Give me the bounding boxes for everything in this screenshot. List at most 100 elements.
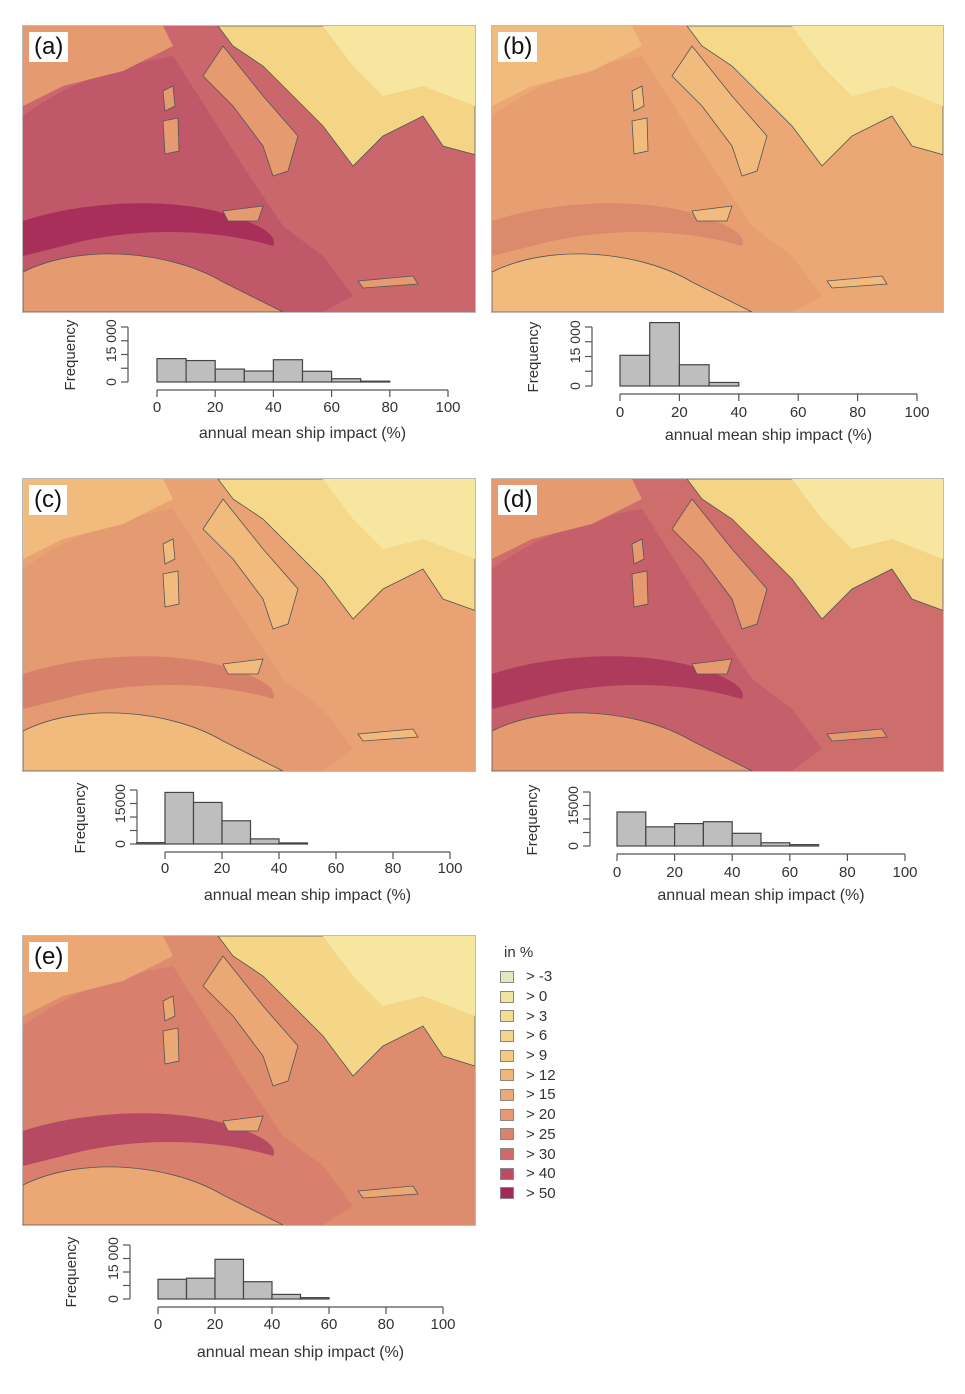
x-tick-label: 0 [613,864,621,881]
x-tick-label: 60 [790,404,807,421]
histogram-bar [185,1277,216,1300]
land-africa [23,253,284,312]
histogram-bar [678,364,710,387]
histogram-bar [702,821,733,847]
x-axis-label: annual mean ship impact (%) [657,887,864,904]
land-italy [202,498,299,630]
land-inland [323,479,475,559]
legend-item: > 30 [500,1144,556,1164]
y-tick-label: 0 [565,842,581,850]
shipping-lane [23,656,274,709]
land-africa [23,1166,284,1225]
islands-corsica-sardinia [162,995,180,1065]
legend-swatch [500,1029,514,1042]
histogram-bar [135,842,166,845]
x-tick-label: 20 [671,404,688,421]
legend-swatch [500,1088,514,1101]
histogram-bar [156,358,187,383]
legend-item: > 3 [500,1006,556,1026]
legend-label: > -3 [526,968,553,986]
x-axis-label: annual mean ship impact (%) [204,887,411,904]
island-crete [357,1185,419,1199]
histogram-bar [185,359,216,383]
islands-corsica-sardinia [162,538,180,608]
legend-label: > 20 [526,1106,556,1124]
histogram-bar [214,368,245,383]
legend-item: > -3 [500,967,556,987]
x-tick-label: 40 [271,860,288,877]
shipping-lane [23,203,274,256]
x-tick-label: 0 [153,399,161,416]
x-tick-label: 60 [321,1316,338,1333]
map-e [23,936,475,1225]
histogram-bar [242,1281,273,1300]
legend-item: > 6 [500,1026,556,1046]
histogram-e: 0 20 40 60 80 100 annual mean ship impact (%) 0… [63,1236,456,1361]
histogram-bar [731,832,762,847]
legend-label: > 50 [526,1184,556,1202]
legend-swatch [500,1187,514,1200]
legend-label: > 30 [526,1145,556,1163]
island-sicily [222,205,264,222]
legend-title: in % [504,944,534,961]
y-tick-label: 15000 [112,784,128,823]
y-tick-label: 0 [567,382,583,390]
histogram-bar [192,801,223,845]
map-panel-e: (e) [22,935,476,1226]
y-tick-label: 15 000 [105,1237,121,1280]
island-crete [357,275,419,289]
legend-label: > 15 [526,1086,556,1104]
x-tick-label: 80 [378,1316,395,1333]
histogram-bar [278,842,309,845]
x-tick-label: 0 [154,1316,162,1333]
x-tick-label: 40 [724,864,741,881]
x-tick-label: 80 [849,404,866,421]
legend-swatch [500,1128,514,1141]
island-crete [826,275,888,289]
x-tick-label: 0 [616,404,624,421]
histogram-bar [271,1293,302,1300]
legend-item: > 25 [500,1125,556,1145]
histogram-bar [673,822,704,847]
y-tick-label: 15 000 [567,320,583,363]
shipping-lane [492,203,743,256]
histogram-bar [164,791,195,845]
land-africa [492,712,753,771]
land-inland [792,26,943,106]
panel-label: (b) [498,32,538,62]
histogram-b: 0 20 40 60 80 100 annual mean ship impact (%) 0… [525,320,930,444]
legend-item: > 20 [500,1105,556,1125]
land-italy [671,45,768,177]
inner-sea [23,56,353,312]
land-italy [671,498,768,630]
histogram-d: 0 20 40 60 80 100 annual mean ship impact (%) 0… [524,784,918,904]
histogram-bar [299,1297,330,1300]
legend-swatch [500,1069,514,1082]
map-panel-b: (b) [491,25,944,313]
inner-sea [492,56,822,312]
legend-item: > 15 [500,1085,556,1105]
histogram-bar [616,811,647,847]
legend-label: > 6 [526,1027,548,1045]
x-tick-label: 40 [265,399,282,416]
legend-item: > 50 [500,1184,556,1204]
histogram-bar [645,826,676,847]
x-tick-label: 40 [264,1316,281,1333]
x-tick-label: 100 [437,860,462,877]
x-tick-label: 20 [666,864,683,881]
legend-item: > 0 [500,987,556,1007]
panel-label: (e) [29,942,69,972]
histogram-bar [301,370,333,383]
histogram-bar [249,838,280,845]
legend-swatch [500,1108,514,1121]
island-crete [357,728,419,742]
histogram-bar [708,381,740,387]
y-axis-label: Frequency [525,321,542,392]
x-axis-label: annual mean ship impact (%) [199,425,406,442]
panel-label: (a) [29,32,69,62]
island-crete [826,728,888,742]
map-panel-a: (a) [22,25,476,313]
map-d [492,479,943,771]
